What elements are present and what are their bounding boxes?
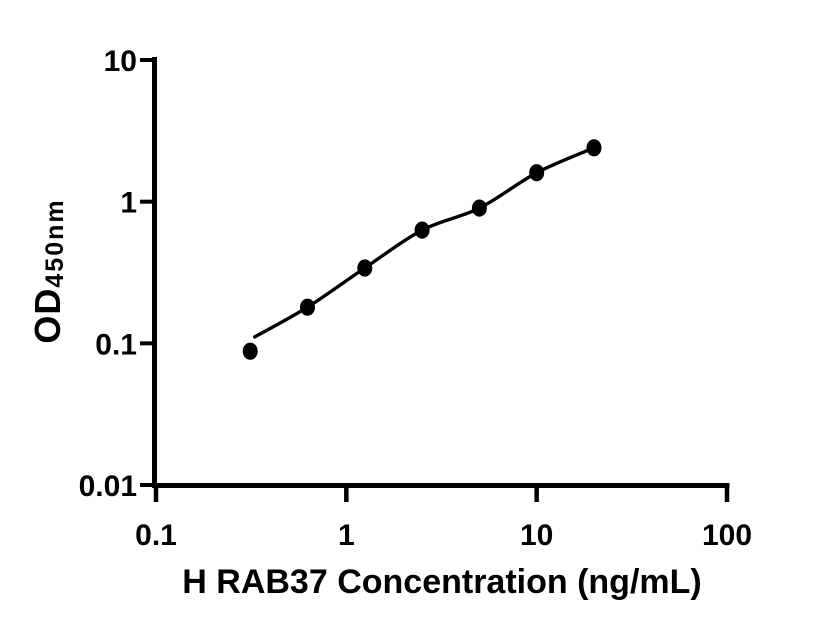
x-tick-label: 1 xyxy=(338,519,355,552)
y-tick-label: 10 xyxy=(104,45,137,78)
y-axis-label: OD450nm xyxy=(27,198,69,344)
x-tick-label: 0.1 xyxy=(135,519,177,552)
x-axis-label: H RAB37 Concentration (ng/mL) xyxy=(182,563,702,601)
data-point xyxy=(586,139,602,157)
data-point xyxy=(242,342,258,360)
data-point xyxy=(529,164,545,182)
x-tick-label: 10 xyxy=(520,519,553,552)
x-tick-label: 100 xyxy=(702,519,752,552)
data-point xyxy=(471,199,487,217)
y-axis-label-main: OD xyxy=(27,287,68,344)
data-point xyxy=(300,298,315,316)
y-axis-label-subscript: 450nm xyxy=(41,198,69,288)
y-tick-label: 0.01 xyxy=(79,470,137,503)
data-point xyxy=(414,221,430,239)
y-tick-label: 0.1 xyxy=(95,328,137,361)
data-point xyxy=(357,259,373,277)
y-tick-label: 1 xyxy=(120,187,137,220)
